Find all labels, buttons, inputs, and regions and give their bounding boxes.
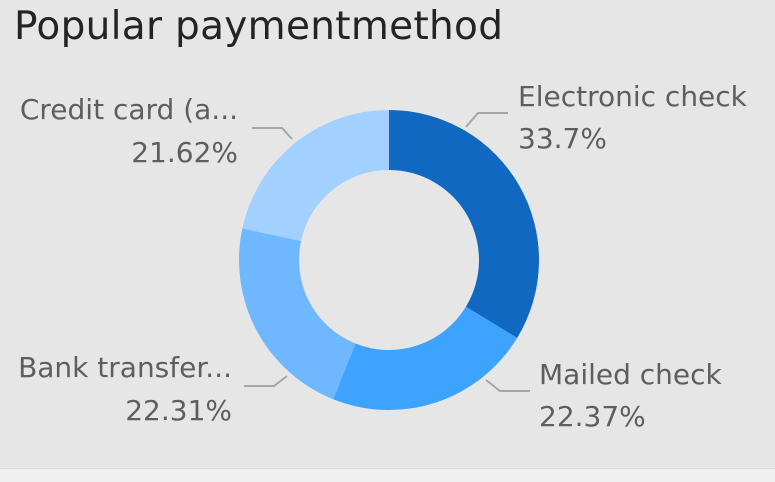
- slice-category-label: Bank transfer...: [18, 351, 232, 384]
- slice-category-label: Electronic check: [518, 80, 748, 113]
- slice-value-label: 22.31%: [125, 394, 232, 427]
- leader-line: [244, 375, 288, 387]
- slice-value-label: 22.37%: [539, 400, 646, 433]
- donut-slice[interactable]: [238, 228, 356, 400]
- leader-line: [485, 379, 530, 392]
- slice-value-label: 33.7%: [518, 122, 607, 155]
- slice-value-label: 21.62%: [131, 136, 238, 169]
- slice-category-label: Credit card (a...: [20, 93, 238, 126]
- donut-slice[interactable]: [242, 110, 389, 242]
- chart-title: Popular paymentmethod: [14, 4, 504, 49]
- leader-line: [252, 127, 293, 140]
- donut-chart: Electronic check 33.7% Mailed check 22.37% B…: [18, 80, 748, 433]
- donut-slice[interactable]: [333, 306, 518, 410]
- chart-card: Popular paymentmethod Electronic check 33…: [14, 4, 748, 433]
- slice-category-label: Mailed check: [539, 358, 723, 391]
- bottom-strip: [0, 468, 775, 482]
- donut-slice[interactable]: [389, 110, 539, 338]
- leader-line: [465, 112, 508, 128]
